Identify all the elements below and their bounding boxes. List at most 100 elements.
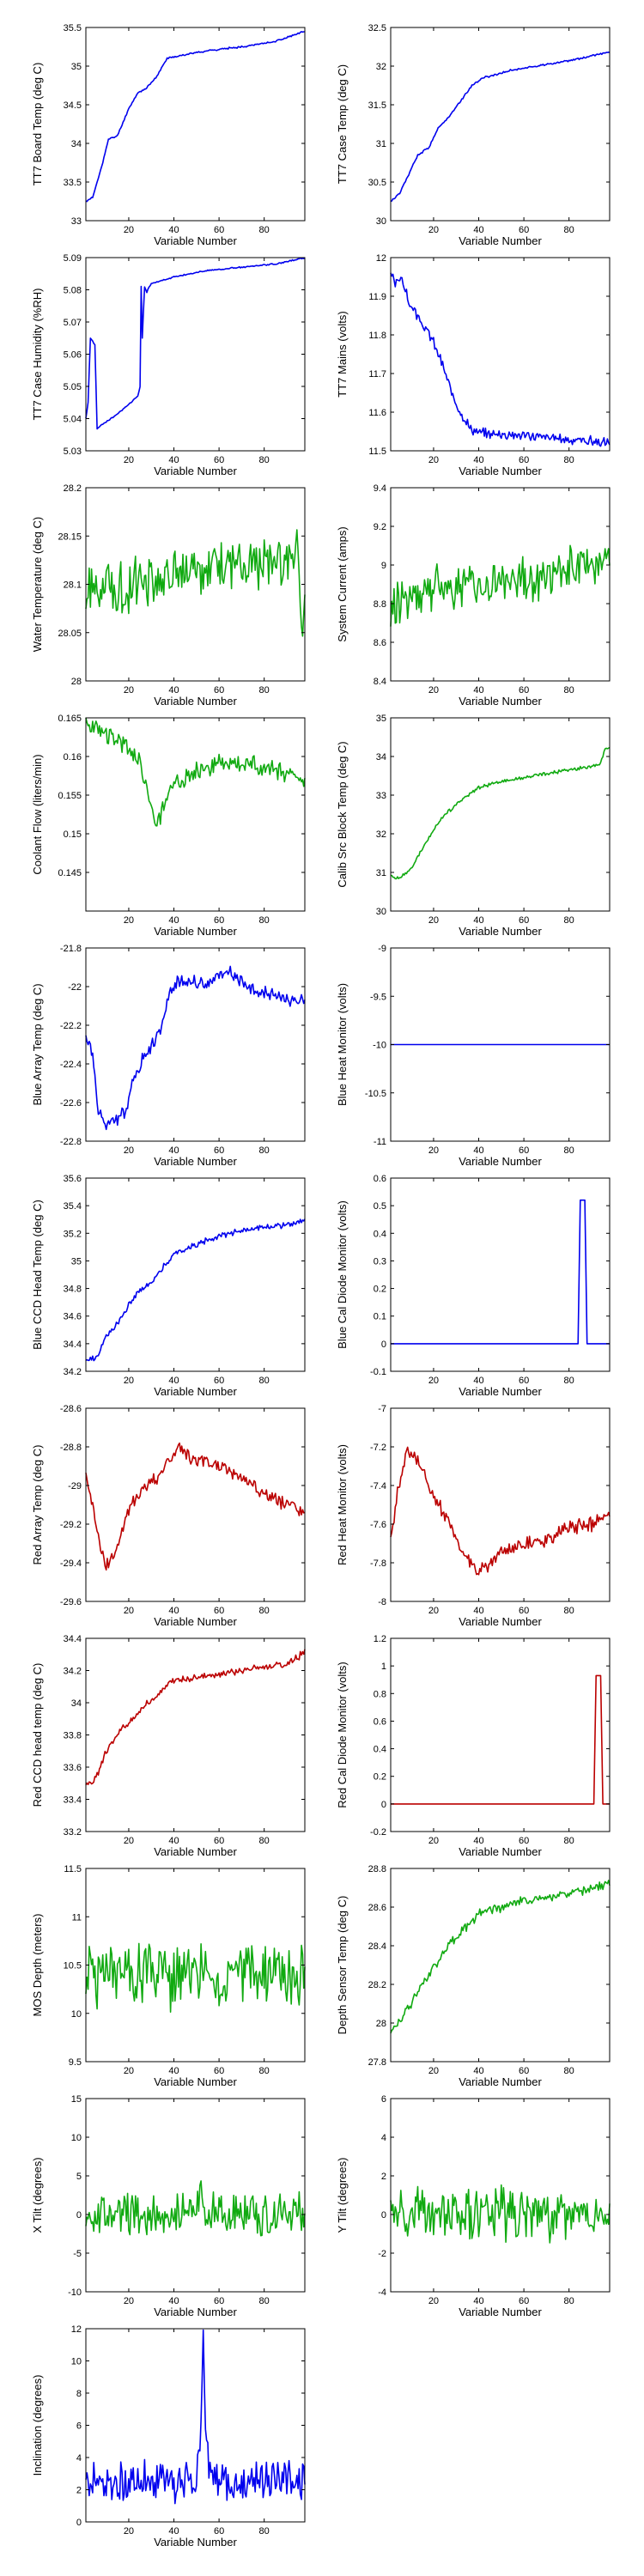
x-tick-label: 20 xyxy=(124,225,134,235)
y-axis-label: System Current (amps) xyxy=(336,526,349,641)
x-tick-label: 40 xyxy=(473,685,483,696)
y-tick-label: 35.5 xyxy=(64,23,82,33)
y-tick-label: 0.155 xyxy=(58,791,82,801)
x-tick-label: 40 xyxy=(473,455,483,465)
y-tick-label: 34 xyxy=(71,139,82,149)
x-tick-label: 80 xyxy=(259,2296,270,2306)
y-tick-label: 34.5 xyxy=(64,100,82,111)
y-tick-label: 5.06 xyxy=(64,350,82,361)
y-tick-label: 0.2 xyxy=(374,1772,386,1783)
x-tick-label: 80 xyxy=(564,455,574,465)
y-tick-label: 0.15 xyxy=(64,829,82,840)
x-tick-label: 60 xyxy=(214,2296,224,2306)
y-tick-label: -28.8 xyxy=(60,1443,82,1453)
y-tick-label: -0.2 xyxy=(370,1827,386,1838)
y-tick-label: -29.4 xyxy=(60,1558,82,1569)
y-tick-label: 0 xyxy=(381,1340,386,1350)
y-axis-label: Blue CCD Head Temp (deg C) xyxy=(31,1200,44,1350)
y-tick-label: 0.2 xyxy=(374,1285,386,1295)
axes-box xyxy=(390,1177,611,1372)
x-tick-label: 40 xyxy=(473,1145,483,1156)
chart-calib-src-block-temp: 30 31 32 33 34 35 20 40 60 80 Variable Number Calib… xyxy=(336,714,611,938)
y-tick-label: 30 xyxy=(376,216,386,227)
y-tick-label: 11.7 xyxy=(368,369,386,380)
x-tick-label: 40 xyxy=(473,2296,483,2306)
data-line xyxy=(85,717,306,827)
chart-tt7-mains: 11.5 11.6 11.7 11.8 11.9 12 20 40 60 80 Variable N… xyxy=(336,253,611,477)
y-axis-label: Blue Heat Monitor (volts) xyxy=(336,983,349,1106)
x-tick-label: 60 xyxy=(214,2526,224,2537)
y-tick-label: 0.16 xyxy=(64,752,82,762)
y-tick-label: 28.15 xyxy=(58,532,82,542)
data-line xyxy=(390,746,611,880)
x-tick-label: 20 xyxy=(428,1836,439,1846)
y-tick-label: 5.07 xyxy=(64,318,82,328)
x-axis-label: Variable Number xyxy=(459,1385,542,1398)
y-tick-label: 4 xyxy=(381,2133,386,2143)
data-line xyxy=(390,1880,611,2034)
x-tick-label: 60 xyxy=(519,1606,529,1616)
y-tick-label: 0.4 xyxy=(374,1745,386,1755)
x-tick-label: 40 xyxy=(168,225,179,235)
y-axis-label: Red Array Temp (deg C) xyxy=(31,1445,44,1565)
chart-tt7-board-temp: 33 33.5 34 34.5 35 35.5 20 40 60 80 Variable Numbe… xyxy=(31,23,306,247)
x-tick-label: 20 xyxy=(428,2066,439,2076)
x-tick-label: 80 xyxy=(259,685,270,696)
axes-box xyxy=(390,2098,611,2293)
x-tick-label: 60 xyxy=(214,1145,224,1156)
chart-water-temperature: 28 28.05 28.1 28.15 28.2 20 40 60 80 Variable Num… xyxy=(31,483,306,708)
x-tick-label: 20 xyxy=(124,455,134,465)
x-tick-label: 40 xyxy=(168,2066,179,2076)
x-tick-label: 80 xyxy=(564,1836,574,1846)
y-axis-label: Red Cal Diode Monitor (volts) xyxy=(336,1662,349,1808)
y-tick-label: 34.2 xyxy=(64,1367,82,1377)
axes-box xyxy=(390,1407,611,1602)
x-tick-label: 20 xyxy=(428,685,439,696)
y-tick-label: -2 xyxy=(378,2249,386,2259)
x-axis-label: Variable Number xyxy=(459,925,542,938)
x-tick-label: 20 xyxy=(428,2296,439,2306)
data-line xyxy=(85,2180,306,2237)
x-tick-label: 80 xyxy=(259,2526,270,2537)
y-tick-label: -11 xyxy=(374,1137,386,1147)
y-tick-label: 15 xyxy=(71,2094,82,2105)
chart-y-tilt: -4 -2 0 2 4 6 20 40 60 80 Variable Number Y Tilt (d… xyxy=(336,2094,611,2318)
y-axis-label: Water Temperature (deg C) xyxy=(31,517,44,653)
x-tick-label: 20 xyxy=(428,1606,439,1616)
y-tick-label: 2 xyxy=(381,2172,386,2182)
y-axis-label: Blue Array Temp (deg C) xyxy=(31,983,44,1105)
chart-inclination: 0 2 4 6 8 10 12 20 40 60 80 Variable Number Inclinat… xyxy=(31,2324,306,2549)
data-line xyxy=(390,272,611,447)
y-tick-label: 31 xyxy=(376,139,386,149)
y-tick-label: -7.2 xyxy=(370,1443,386,1453)
y-tick-label: 8.4 xyxy=(374,677,386,687)
chart-blue-ccd-head-temp: 34.2 34.4 34.6 34.8 35 35.2 35.4 35.6 20 40 60 80 Va… xyxy=(31,1174,306,1398)
data-line xyxy=(85,2329,306,2505)
y-tick-label: 34.4 xyxy=(64,1634,82,1644)
x-tick-label: 20 xyxy=(124,915,134,926)
y-tick-label: 28.8 xyxy=(368,1864,386,1874)
x-axis-label: Variable Number xyxy=(459,1845,542,1858)
y-tick-label: 0.165 xyxy=(58,714,82,724)
chart-blue-array-temp: -22.8 -22.6 -22.4 -22.2 -22 -21.8 20 40 60 80 Vari… xyxy=(31,944,306,1168)
y-tick-label: 6 xyxy=(76,2421,82,2432)
axes-box xyxy=(390,27,611,222)
chart-red-array-temp: -29.6 -29.4 -29.2 -29 -28.8 -28.6 20 40 60 80 Vari… xyxy=(31,1404,306,1628)
y-axis-label: TT7 Board Temp (deg C) xyxy=(31,63,44,186)
y-tick-label: 10.5 xyxy=(64,1961,82,1971)
y-tick-label: 32.5 xyxy=(368,23,386,33)
y-tick-label: -10 xyxy=(373,1041,386,1051)
x-tick-label: 20 xyxy=(124,1836,134,1846)
y-tick-label: -21.8 xyxy=(60,944,82,954)
y-tick-label: 35.2 xyxy=(64,1229,82,1239)
y-tick-label: 31 xyxy=(376,868,386,878)
y-tick-label: 8.6 xyxy=(374,638,386,648)
axes-box xyxy=(390,257,611,452)
x-axis-label: Variable Number xyxy=(154,1385,237,1398)
y-tick-label: 34.2 xyxy=(64,1667,82,1677)
y-tick-label: 5.05 xyxy=(64,382,82,392)
chart-red-heat-monitor: -8 -7.8 -7.6 -7.4 -7.2 -7 20 40 60 80 Variable Num… xyxy=(336,1404,611,1628)
y-tick-label: 0 xyxy=(76,2518,82,2528)
y-tick-label: 34 xyxy=(376,752,386,762)
y-tick-label: -22.8 xyxy=(60,1137,82,1147)
